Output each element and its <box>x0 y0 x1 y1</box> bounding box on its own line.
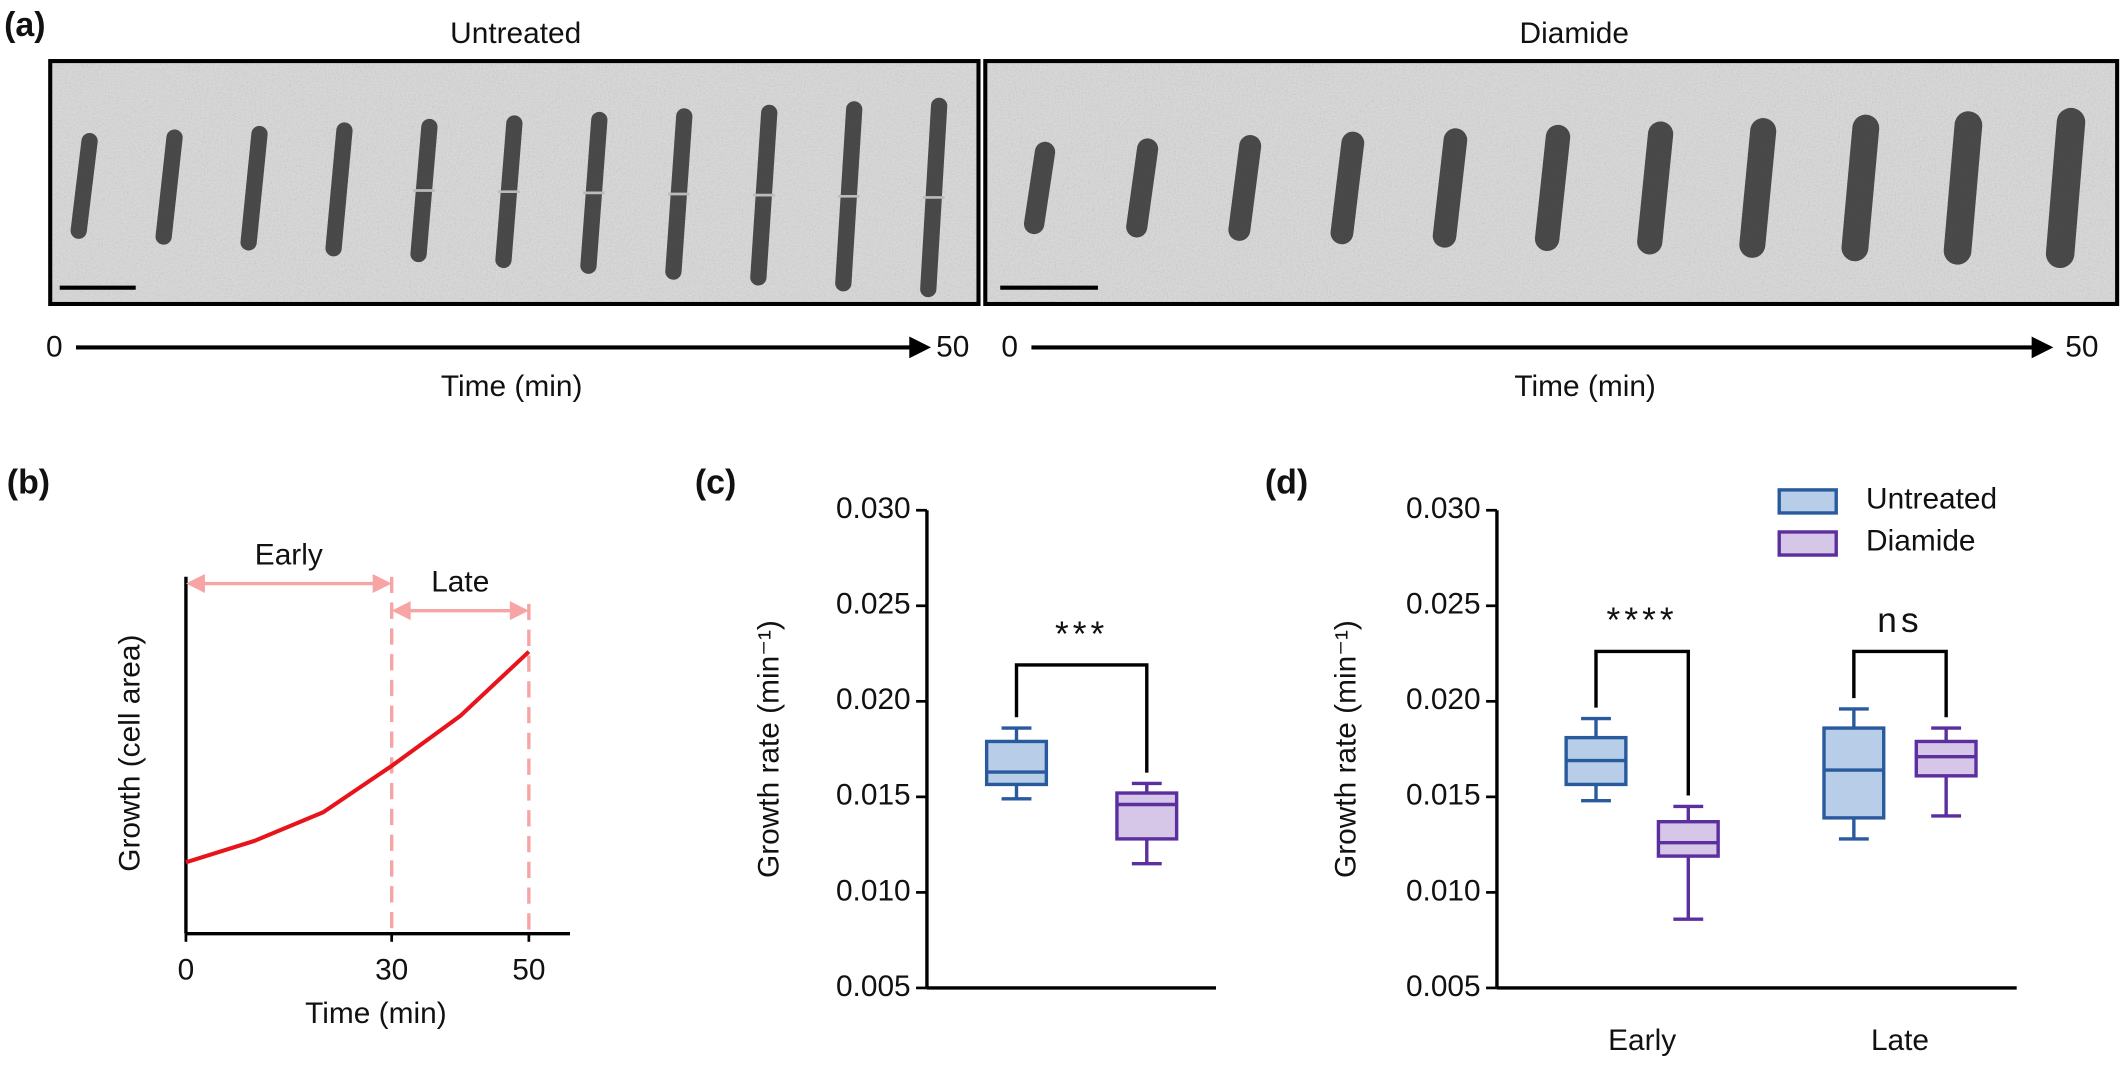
box <box>1115 791 1179 841</box>
box <box>1656 820 1720 858</box>
image-frame <box>48 59 981 307</box>
arrow-head <box>2031 336 2054 359</box>
time-label: Time (min) <box>441 370 582 403</box>
box <box>1822 726 1886 820</box>
cell <box>1330 131 1365 245</box>
cell <box>155 129 183 245</box>
cell <box>1943 111 1983 265</box>
y-tick-label: 0.025 <box>1406 588 1481 621</box>
image-frame <box>983 59 2120 307</box>
significance-label: ns <box>1877 601 1922 640</box>
cell <box>240 125 268 251</box>
y-tick-label: 0.025 <box>836 588 911 621</box>
cell <box>70 132 98 239</box>
panel-label: (d) <box>1265 463 1308 501</box>
cell <box>1432 128 1468 248</box>
time-start: 0 <box>1001 331 1018 364</box>
legend-swatch <box>1777 530 1838 557</box>
x-tick-label: 50 <box>512 954 545 987</box>
phase-label: Early <box>255 538 323 571</box>
cell <box>1637 121 1674 255</box>
phase-label: Late <box>431 565 489 598</box>
legend-label: Untreated <box>1866 483 1997 516</box>
y-tick-label: 0.005 <box>836 970 911 1003</box>
cell <box>1228 135 1262 241</box>
y-axis-label: Growth (cell area) <box>114 635 147 872</box>
x-tick-label: 0 <box>178 954 195 987</box>
significance-label: **** <box>1607 601 1678 640</box>
y-tick-label: 0.030 <box>1406 492 1481 525</box>
cell <box>325 122 353 257</box>
arrow-head <box>909 336 931 359</box>
y-tick-label: 0.020 <box>1406 683 1481 716</box>
panel-label: (b) <box>7 463 50 501</box>
time-start: 0 <box>46 331 63 364</box>
panel-label: (c) <box>695 463 736 501</box>
y-tick-label: 0.015 <box>836 779 911 812</box>
x-tick-label: Early <box>1608 1024 1676 1057</box>
cell <box>1023 141 1056 235</box>
box <box>1914 739 1978 778</box>
panel-label: (a) <box>4 6 45 44</box>
legend-label: Diamide <box>1866 525 1975 558</box>
y-tick-label: 0.030 <box>836 492 911 525</box>
significance-label: *** <box>1055 615 1108 654</box>
box <box>984 739 1049 787</box>
cell <box>1534 124 1571 252</box>
y-tick-label: 0.010 <box>836 874 911 907</box>
legend-swatch <box>1777 488 1838 515</box>
y-axis-label: Growth rate (min⁻¹) <box>753 620 786 878</box>
x-axis-label: Time (min) <box>305 997 446 1030</box>
growth-line <box>185 650 531 865</box>
x-tick-label: Late <box>1871 1024 1929 1057</box>
y-axis-label: Growth rate (min⁻¹) <box>1330 620 1363 878</box>
cell <box>1841 114 1880 262</box>
panel-title: Untreated <box>450 17 581 50</box>
y-tick-label: 0.020 <box>836 683 911 716</box>
significance-bracket <box>1852 649 1948 718</box>
cell <box>1739 118 1777 258</box>
panel-title: Diamide <box>1520 17 1629 50</box>
y-tick-label: 0.010 <box>1406 874 1481 907</box>
time-end: 50 <box>936 331 969 364</box>
time-label: Time (min) <box>1514 370 1655 403</box>
cell <box>1126 138 1159 238</box>
significance-bracket <box>1594 649 1690 796</box>
x-tick-label: 30 <box>375 954 408 987</box>
y-tick-label: 0.015 <box>1406 779 1481 812</box>
time-end: 50 <box>2065 331 2098 364</box>
y-tick-label: 0.005 <box>1406 970 1481 1003</box>
cell <box>2045 107 2086 269</box>
significance-bracket <box>1014 663 1149 773</box>
